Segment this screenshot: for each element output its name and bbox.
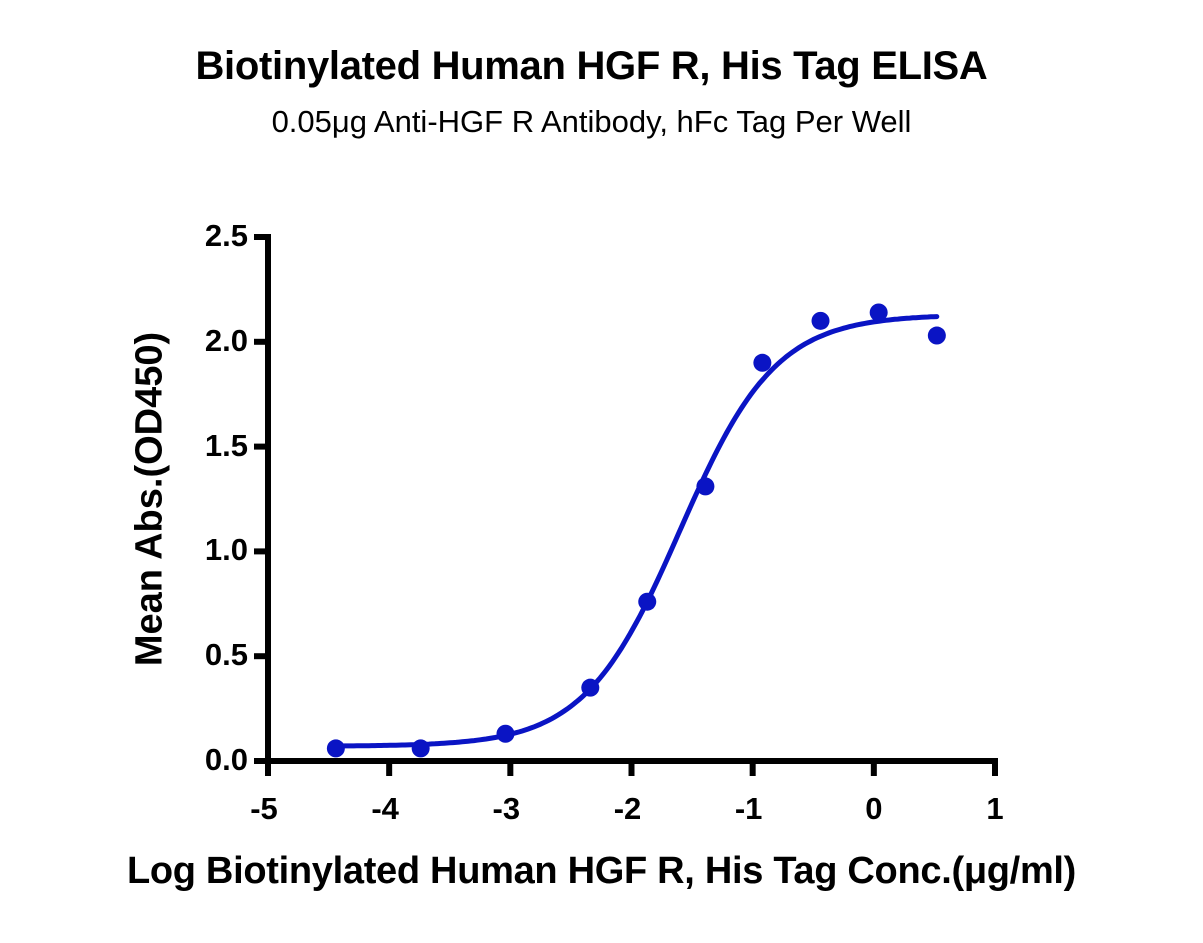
x-tick-label: -5	[250, 791, 278, 826]
data-point	[581, 678, 600, 697]
axes	[254, 234, 998, 776]
fit-curve	[333, 314, 940, 749]
data-point	[753, 353, 772, 372]
data-point	[869, 303, 888, 322]
data-point	[496, 724, 515, 743]
y-tick-label: 0.0	[204, 742, 248, 777]
x-tick-label: -4	[371, 791, 399, 826]
data-point	[326, 739, 345, 758]
data-point	[638, 592, 657, 611]
x-tick-label: -2	[613, 791, 642, 826]
chart-subtitle: 0.05μg Anti-HGF R Antibody, hFc Tag Per …	[271, 104, 912, 139]
x-tick-label: -3	[492, 791, 521, 826]
data-point	[811, 311, 830, 330]
data-point	[411, 739, 430, 758]
y-tick-label: 1.0	[204, 532, 248, 568]
x-tick-label: -1	[734, 791, 763, 826]
y-tick-label: 1.5	[204, 427, 248, 463]
y-axis-label: Mean Abs.(OD450)	[128, 331, 171, 667]
x-axis-label: Log Biotinylated Human HGF R, His Tag Co…	[126, 850, 1077, 892]
x-tick-label: 0	[865, 791, 883, 826]
chart-title: Biotinylated Human HGF R, His Tag ELISA	[195, 44, 988, 88]
y-tick-label: 2.5	[204, 218, 248, 253]
x-tick-label: 1	[986, 791, 1004, 826]
data-point	[696, 477, 715, 496]
data-points	[326, 303, 946, 758]
data-point	[927, 326, 946, 345]
y-tick-label: 2.0	[204, 322, 248, 358]
y-tick-label: 0.5	[204, 637, 248, 673]
